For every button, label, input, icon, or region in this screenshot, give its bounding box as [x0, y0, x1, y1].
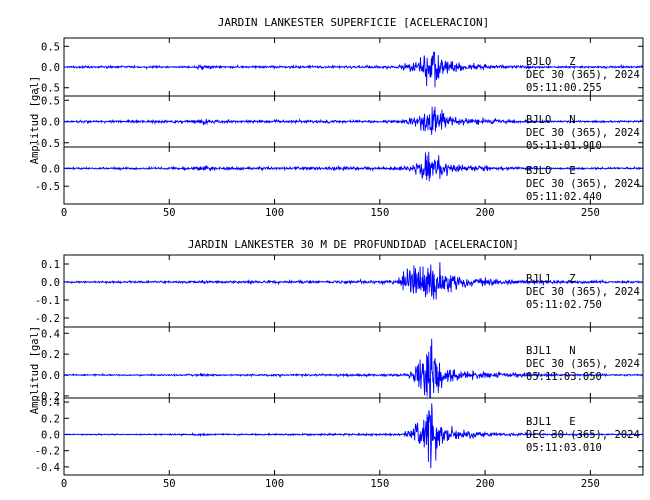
station-code: BJLO — [526, 165, 551, 177]
y-tick-label: 0.2 — [41, 349, 60, 361]
channel-code: Z — [569, 273, 575, 285]
x-tick-label: 100 — [265, 207, 284, 219]
record-date: DEC 30 (365), 2024 — [526, 127, 640, 139]
y-tick-label: -0.5 — [35, 181, 60, 193]
y-tick-label: 0.5 — [41, 95, 60, 107]
y-tick-label: 0.1 — [41, 259, 60, 271]
y-axis-label: Amplitud [gal] — [29, 326, 41, 415]
station-label: BJL1 E — [526, 416, 576, 428]
x-tick-label: 50 — [163, 478, 176, 490]
x-tick-label: 50 — [163, 207, 176, 219]
chart-title: JARDIN LANKESTER 30 M DE PROFUNDIDAD [AC… — [188, 238, 519, 251]
record-time: 05:11:02.750 — [526, 299, 602, 311]
station-label: BJL1 Z — [526, 273, 576, 285]
station-code: BJL1 — [526, 416, 551, 428]
x-tick-label: 200 — [476, 478, 495, 490]
y-tick-label: -0.2 — [35, 391, 60, 403]
y-axis-label: Amplitud [gal] — [29, 76, 41, 165]
record-time: 05:11:03.050 — [526, 371, 602, 383]
y-tick-label: -0.1 — [35, 295, 60, 307]
channel-code: E — [569, 416, 575, 428]
y-tick-label: 0.0 — [41, 370, 60, 382]
x-tick-label: 150 — [370, 207, 389, 219]
station-code: BJL1 — [526, 345, 551, 357]
station-label: BJLO E — [526, 165, 576, 177]
x-tick-label: 200 — [476, 207, 495, 219]
y-tick-label: -0.2 — [35, 446, 60, 458]
waveform-trace — [64, 262, 643, 300]
station-code: BJL1 — [526, 273, 551, 285]
waveform-trace — [64, 106, 643, 135]
panel-frame — [63, 397, 644, 476]
station-code: BJLO — [526, 56, 551, 68]
y-tick-label: -0.5 — [35, 138, 60, 150]
waveform-trace — [64, 51, 643, 88]
record-time: 05:11:00.255 — [526, 82, 602, 94]
station-label: BJLO Z — [526, 56, 576, 68]
channel-code: E — [569, 165, 575, 177]
x-tick-label: 250 — [581, 207, 600, 219]
chart-title: JARDIN LANKESTER SUPERFICIE [ACELERACION… — [218, 16, 490, 29]
record-date: DEC 30 (365), 2024 — [526, 286, 640, 298]
record-time: 05:11:03.010 — [526, 442, 602, 454]
panel-frame — [63, 146, 644, 205]
y-tick-label: 0.0 — [41, 277, 60, 289]
y-tick-label: 0.2 — [41, 413, 60, 425]
waveform-trace — [64, 403, 643, 469]
record-time: 05:11:01.910 — [526, 140, 602, 152]
y-tick-label: -0.5 — [35, 83, 60, 95]
y-tick-label: 0.4 — [41, 397, 60, 409]
y-tick-label: -0.2 — [35, 313, 60, 325]
y-tick-label: 0.0 — [41, 62, 60, 74]
x-tick-label: 0 — [61, 207, 67, 219]
channel-code: N — [569, 345, 575, 357]
record-date: DEC 30 (365), 2024 — [526, 358, 640, 370]
y-tick-label: 0.4 — [41, 328, 60, 340]
chart-1: JARDIN LANKESTER SUPERFICIE [ACELERACION… — [29, 16, 644, 219]
chart-2: JARDIN LANKESTER 30 M DE PROFUNDIDAD [AC… — [29, 238, 644, 490]
y-tick-label: 0.0 — [41, 163, 60, 175]
record-date: DEC 30 (365), 2024 — [526, 429, 640, 441]
y-tick-label: 0.5 — [41, 41, 60, 53]
channel-code: N — [569, 114, 575, 126]
channel-code: Z — [569, 56, 575, 68]
y-tick-label: 0.0 — [41, 429, 60, 441]
x-tick-label: 0 — [61, 478, 67, 490]
x-tick-label: 250 — [581, 478, 600, 490]
station-label: BJLO N — [526, 114, 576, 126]
station-code: BJLO — [526, 114, 551, 126]
x-tick-label: 100 — [265, 478, 284, 490]
station-label: BJL1 N — [526, 345, 576, 357]
x-tick-label: 150 — [370, 478, 389, 490]
waveform-trace — [64, 338, 643, 398]
record-date: DEC 30 (365), 2024 — [526, 178, 640, 190]
record-time: 05:11:02.440 — [526, 191, 602, 203]
record-date: DEC 30 (365), 2024 — [526, 69, 640, 81]
y-tick-label: -0.4 — [35, 462, 60, 474]
waveform-trace — [64, 151, 643, 182]
y-tick-label: 0.0 — [41, 117, 60, 129]
